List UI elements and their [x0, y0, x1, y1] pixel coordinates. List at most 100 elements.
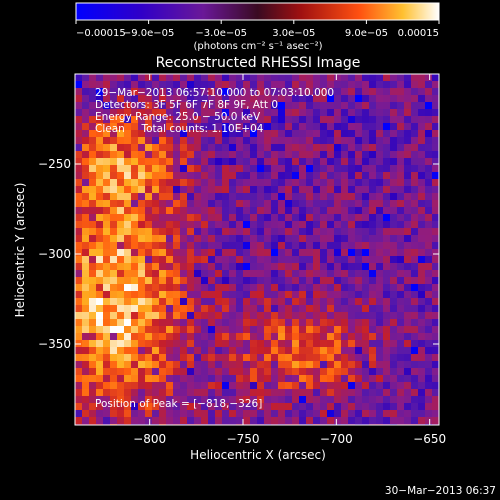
heatmap-cell: [117, 137, 124, 144]
heatmap-cell: [432, 186, 439, 193]
heatmap-cell: [250, 235, 257, 242]
heatmap-cell: [243, 249, 250, 256]
heatmap-cell: [103, 326, 110, 333]
heatmap-cell: [425, 130, 432, 137]
heatmap-cell: [362, 375, 369, 382]
heatmap-cell: [418, 214, 425, 221]
heatmap-cell: [369, 207, 376, 214]
heatmap-cell: [334, 312, 341, 319]
heatmap-cell: [236, 88, 243, 95]
heatmap-cell: [201, 354, 208, 361]
heatmap-cell: [404, 319, 411, 326]
heatmap-cell: [145, 172, 152, 179]
heatmap-cell: [82, 326, 89, 333]
heatmap-cell: [208, 172, 215, 179]
heatmap-cell: [278, 221, 285, 228]
heatmap-cell: [194, 403, 201, 410]
heatmap-cell: [404, 277, 411, 284]
heatmap-cell: [138, 361, 145, 368]
heatmap-cell: [131, 347, 138, 354]
heatmap-cell: [299, 291, 306, 298]
heatmap-cell: [299, 172, 306, 179]
heatmap-cell: [348, 270, 355, 277]
heatmap-cell: [264, 130, 271, 137]
heatmap-cell: [306, 81, 313, 88]
heatmap-cell: [110, 186, 117, 193]
heatmap-cell: [271, 368, 278, 375]
heatmap-cell: [110, 158, 117, 165]
heatmap-cell: [138, 151, 145, 158]
heatmap-cell: [334, 102, 341, 109]
heatmap-cell: [264, 172, 271, 179]
heatmap-cell: [187, 172, 194, 179]
heatmap-cell: [173, 389, 180, 396]
heatmap-cell: [89, 130, 96, 137]
heatmap-cell: [250, 326, 257, 333]
heatmap-cell: [166, 137, 173, 144]
heatmap-cell: [306, 368, 313, 375]
heatmap-cell: [215, 200, 222, 207]
heatmap-cell: [131, 137, 138, 144]
heatmap-cell: [222, 403, 229, 410]
heatmap-cell: [187, 333, 194, 340]
heatmap-cell: [208, 256, 215, 263]
heatmap-cell: [131, 207, 138, 214]
heatmap-cell: [208, 116, 215, 123]
heatmap-cell: [173, 396, 180, 403]
heatmap-cell: [96, 137, 103, 144]
heatmap-cell: [229, 368, 236, 375]
heatmap-cell: [229, 193, 236, 200]
heatmap-cell: [187, 403, 194, 410]
heatmap-cell: [208, 312, 215, 319]
heatmap-cell: [96, 270, 103, 277]
heatmap-cell: [390, 102, 397, 109]
heatmap-cell: [208, 375, 215, 382]
heatmap-cell: [82, 88, 89, 95]
heatmap-cell: [299, 263, 306, 270]
heatmap-cell: [180, 172, 187, 179]
heatmap-cell: [201, 305, 208, 312]
heatmap-cell: [341, 242, 348, 249]
heatmap-cell: [229, 333, 236, 340]
heatmap-cell: [418, 375, 425, 382]
heatmap-cell: [89, 403, 96, 410]
heatmap-cell: [264, 116, 271, 123]
heatmap-cell: [152, 284, 159, 291]
heatmap-cell: [264, 137, 271, 144]
heatmap-cell: [425, 382, 432, 389]
heatmap-cell: [166, 249, 173, 256]
heatmap-cell: [152, 375, 159, 382]
heatmap-cell: [117, 410, 124, 417]
heatmap-cell: [208, 102, 215, 109]
heatmap-cell: [215, 270, 222, 277]
heatmap-cell: [306, 354, 313, 361]
heatmap-cell: [306, 130, 313, 137]
heatmap-cell: [271, 123, 278, 130]
heatmap-cell: [103, 228, 110, 235]
heatmap-cell: [327, 123, 334, 130]
heatmap-cell: [348, 151, 355, 158]
heatmap-cell: [82, 410, 89, 417]
heatmap-cell: [250, 109, 257, 116]
heatmap-cell: [369, 368, 376, 375]
heatmap-cell: [180, 235, 187, 242]
heatmap-cell: [299, 284, 306, 291]
heatmap-cell: [89, 263, 96, 270]
heatmap-cell: [397, 263, 404, 270]
heatmap-cell: [299, 396, 306, 403]
heatmap-cell: [229, 263, 236, 270]
heatmap-cell: [145, 298, 152, 305]
heatmap-cell: [271, 277, 278, 284]
heatmap-cell: [418, 333, 425, 340]
heatmap-cell: [411, 158, 418, 165]
heatmap-cell: [131, 193, 138, 200]
heatmap-cell: [201, 116, 208, 123]
heatmap-cell: [138, 368, 145, 375]
heatmap-cell: [159, 137, 166, 144]
heatmap-cell: [418, 151, 425, 158]
heatmap-cell: [411, 312, 418, 319]
heatmap-cell: [75, 123, 82, 130]
heatmap-cell: [96, 284, 103, 291]
heatmap-cell: [313, 95, 320, 102]
heatmap-cell: [229, 284, 236, 291]
